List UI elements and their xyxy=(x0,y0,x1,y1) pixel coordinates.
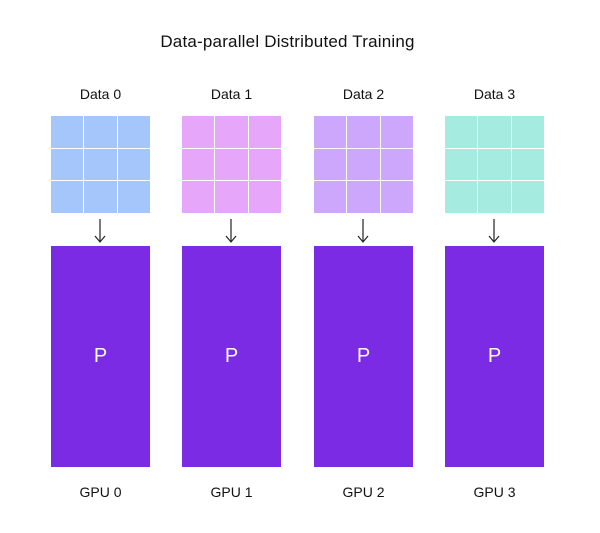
data-shard-grid xyxy=(51,116,150,213)
parameter-label: P xyxy=(356,345,371,367)
data-cell xyxy=(380,181,413,213)
data-cell xyxy=(182,181,215,213)
data-cell xyxy=(117,116,150,148)
data-label: Data 0 xyxy=(79,86,122,102)
column-0: Data 0 P GPU 0 xyxy=(51,0,150,533)
gpu-label: GPU 3 xyxy=(473,484,516,500)
data-shard-grid xyxy=(182,116,281,213)
gpu-parameter-box: P xyxy=(51,246,150,467)
arrow-down-icon xyxy=(94,219,106,243)
data-cell xyxy=(117,181,150,213)
data-cell xyxy=(51,148,84,181)
gpu-label: GPU 0 xyxy=(79,484,122,500)
data-cell xyxy=(215,148,248,181)
data-cell xyxy=(347,148,380,181)
data-cell xyxy=(314,181,347,213)
data-shard-grid xyxy=(445,116,544,213)
data-cell xyxy=(445,181,478,213)
data-cell xyxy=(478,148,511,181)
data-cell xyxy=(182,116,215,148)
parameter-label: P xyxy=(93,345,108,367)
data-cell xyxy=(51,116,84,148)
data-cell xyxy=(84,181,117,213)
data-cell xyxy=(445,148,478,181)
parameter-label: P xyxy=(224,345,239,367)
data-cell xyxy=(117,148,150,181)
data-cell xyxy=(84,116,117,148)
data-cell xyxy=(182,148,215,181)
data-cell xyxy=(380,116,413,148)
gpu-parameter-box: P xyxy=(445,246,544,467)
data-cell xyxy=(215,116,248,148)
data-cell xyxy=(478,116,511,148)
gpu-parameter-box: P xyxy=(314,246,413,467)
data-cell xyxy=(380,148,413,181)
data-cell xyxy=(51,181,84,213)
data-cell xyxy=(511,181,544,213)
arrow-down-icon xyxy=(488,219,500,243)
data-label: Data 3 xyxy=(473,86,516,102)
data-cell xyxy=(248,181,281,213)
arrow-down-icon xyxy=(225,219,237,243)
data-cell xyxy=(248,148,281,181)
arrow-down-icon xyxy=(357,219,369,243)
data-cell xyxy=(511,116,544,148)
data-cell xyxy=(347,116,380,148)
gpu-parameter-box: P xyxy=(182,246,281,467)
column-1: Data 1 P GPU 1 xyxy=(182,0,281,533)
data-cell xyxy=(314,148,347,181)
data-label: Data 2 xyxy=(342,86,385,102)
column-3: Data 3 P GPU 3 xyxy=(445,0,544,533)
parameter-label: P xyxy=(487,345,502,367)
data-cell xyxy=(314,116,347,148)
data-label: Data 1 xyxy=(210,86,253,102)
gpu-label: GPU 1 xyxy=(210,484,253,500)
data-cell xyxy=(445,116,478,148)
data-cell xyxy=(347,181,380,213)
data-cell xyxy=(248,116,281,148)
gpu-label: GPU 2 xyxy=(342,484,385,500)
diagram-title: Data-parallel Distributed Training xyxy=(160,32,415,51)
column-2: Data 2 P GPU 2 xyxy=(314,0,413,533)
data-cell xyxy=(215,181,248,213)
data-shard-grid xyxy=(314,116,413,213)
data-cell xyxy=(478,181,511,213)
data-cell xyxy=(511,148,544,181)
data-cell xyxy=(84,148,117,181)
